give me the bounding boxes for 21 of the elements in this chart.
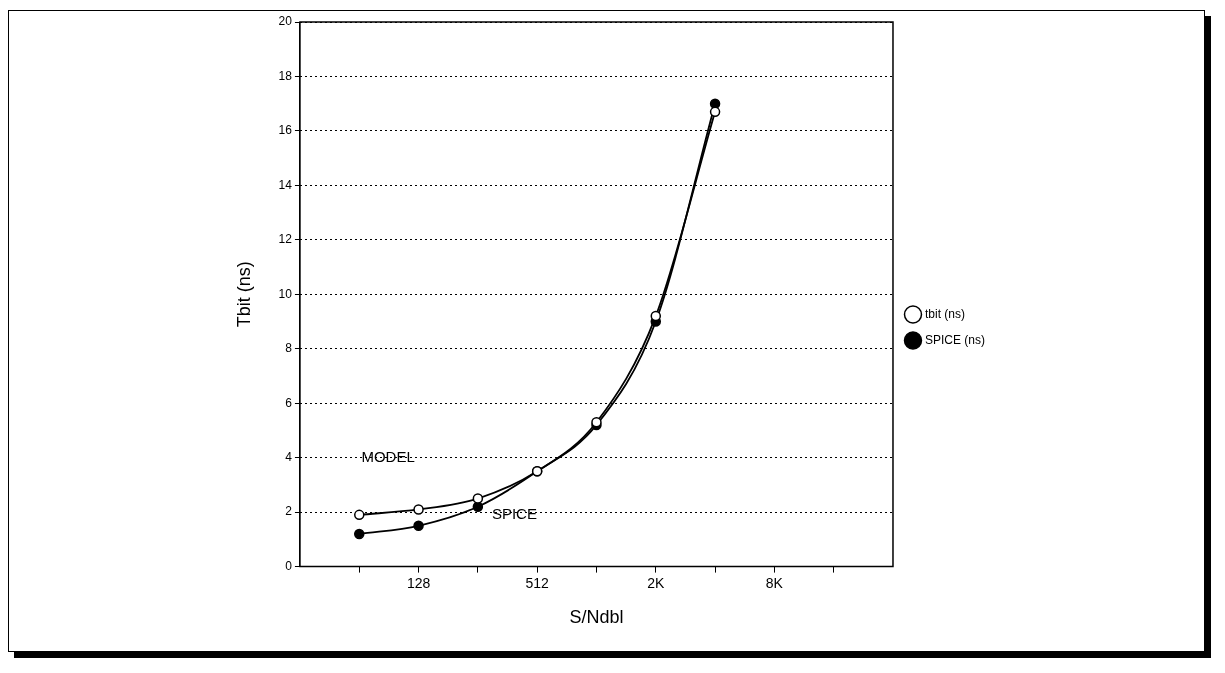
y-tick-label: 12 <box>278 232 293 247</box>
annotation: MODEL <box>361 447 415 465</box>
legend-label: SPICE (ns) <box>924 332 985 347</box>
y-tick-label: 20 <box>278 14 293 29</box>
y-tick-label: 8 <box>285 341 293 356</box>
y-tick-label: 0 <box>285 558 293 573</box>
x-tick-label: 2K <box>647 574 665 591</box>
y-tick-label: 18 <box>278 68 293 83</box>
legend-label: tbit (ns) <box>924 306 965 321</box>
x-tick-label: 8K <box>765 574 784 591</box>
y-axis-title: Tbit (ns) <box>233 261 254 328</box>
x-tick-label: 512 <box>525 574 550 591</box>
y-tick-label: 16 <box>278 123 293 138</box>
y-tick-label: 6 <box>285 395 293 410</box>
y-tick-label: 4 <box>285 449 293 464</box>
x-tick-label: 128 <box>406 574 431 591</box>
y-tick-label: 14 <box>278 177 293 192</box>
y-tick-label: 2 <box>285 504 293 519</box>
x-axis-title: S/Ndbl <box>569 607 624 628</box>
y-tick-label: 10 <box>278 286 293 301</box>
annotation: SPICE <box>491 505 537 522</box>
